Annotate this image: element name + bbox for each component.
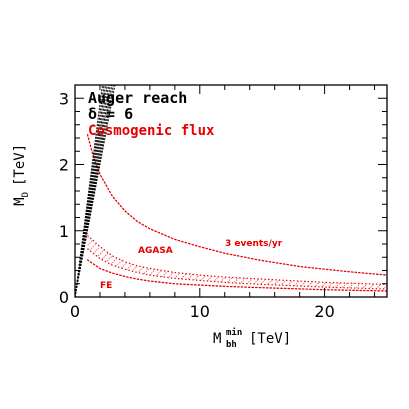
y-tick-label: 1 (59, 222, 69, 241)
y-axis-title: MD [TeV] (12, 144, 31, 206)
x-tick-label: 10 (190, 302, 210, 321)
svg-text:M: M (213, 331, 221, 347)
y-tick-label: 3 (59, 89, 69, 108)
x-tick-label: 20 (314, 302, 334, 321)
agasa-band-upper (87, 234, 387, 285)
y-axis-title-base: M (12, 197, 28, 205)
plot-area (75, 85, 387, 297)
cosmogenic-flux-label: Cosmogenic flux (88, 123, 215, 139)
delta-label: δ = 6 (88, 105, 133, 123)
axis-ticks: 0 10 20 0 1 2 3 (59, 84, 387, 321)
x-axis-title-unit: [TeV] (249, 331, 291, 347)
x-tick-label: 0 (70, 302, 80, 321)
x-axis-title-sub: bh (226, 340, 237, 350)
x-axis-title: M min bh [TeV] (213, 327, 291, 350)
x-axis-title-sup: min (226, 327, 242, 338)
auger-reach-label: Auger reach (88, 89, 187, 107)
auger-reach-line (75, 85, 116, 297)
agasa-band-fill (87, 235, 387, 290)
svg-text:MD: MD (12, 192, 31, 206)
fe-label: FE (100, 281, 112, 291)
series-line-3-events-yr (86, 134, 387, 276)
series-line-fe (86, 259, 387, 292)
agasa-label: AGASA (138, 246, 173, 256)
y-tick-label: 0 (59, 288, 69, 307)
events-label: 3 events/yr (225, 239, 283, 249)
y-axis-title-unit: [TeV] (12, 144, 28, 186)
agasa-band-lower (87, 248, 387, 290)
y-axis-title-sub: D (21, 192, 31, 197)
y-tick-label: 2 (59, 156, 69, 175)
x-axis-title-base: M (213, 331, 221, 347)
